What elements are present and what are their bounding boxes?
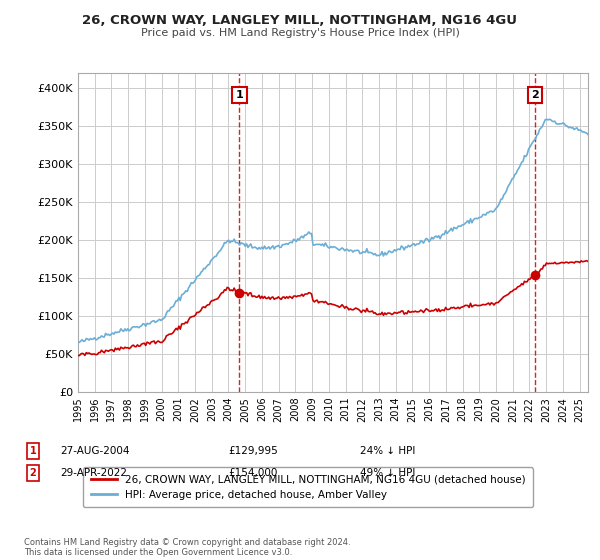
Text: 2: 2 (29, 468, 37, 478)
Text: 1: 1 (235, 90, 243, 100)
Text: 49% ↓ HPI: 49% ↓ HPI (360, 468, 415, 478)
Text: Price paid vs. HM Land Registry's House Price Index (HPI): Price paid vs. HM Land Registry's House … (140, 28, 460, 38)
Text: 26, CROWN WAY, LANGLEY MILL, NOTTINGHAM, NG16 4GU: 26, CROWN WAY, LANGLEY MILL, NOTTINGHAM,… (83, 14, 517, 27)
Text: £129,995: £129,995 (228, 446, 278, 456)
Text: 2: 2 (531, 90, 539, 100)
Text: 24% ↓ HPI: 24% ↓ HPI (360, 446, 415, 456)
Legend: 26, CROWN WAY, LANGLEY MILL, NOTTINGHAM, NG16 4GU (detached house), HPI: Average: 26, CROWN WAY, LANGLEY MILL, NOTTINGHAM,… (83, 468, 533, 507)
Text: 1: 1 (29, 446, 37, 456)
Text: 29-APR-2022: 29-APR-2022 (60, 468, 127, 478)
Text: £154,000: £154,000 (228, 468, 277, 478)
Text: Contains HM Land Registry data © Crown copyright and database right 2024.
This d: Contains HM Land Registry data © Crown c… (24, 538, 350, 557)
Text: 27-AUG-2004: 27-AUG-2004 (60, 446, 130, 456)
